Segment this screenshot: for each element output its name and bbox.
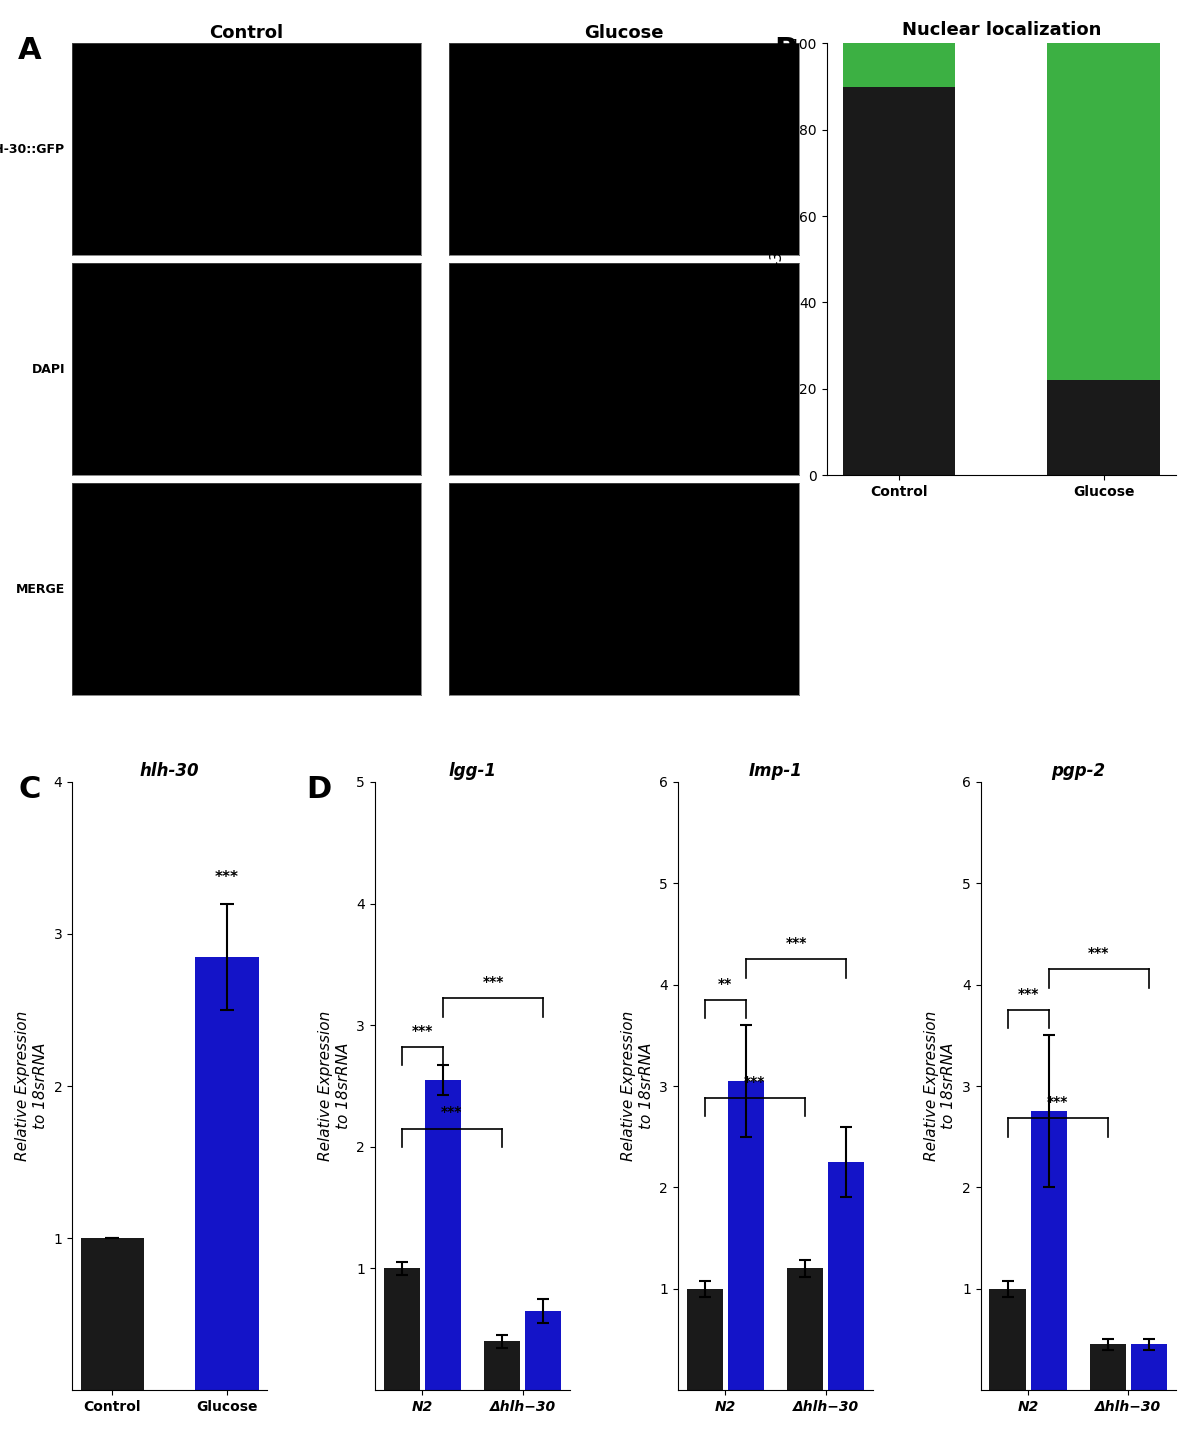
Bar bbox=[828, 1161, 864, 1390]
Text: **: ** bbox=[719, 977, 732, 990]
Text: ***: *** bbox=[412, 1024, 433, 1038]
Title: Imp-1: Imp-1 bbox=[749, 762, 803, 780]
Bar bbox=[1048, 379, 1160, 475]
Text: ***: *** bbox=[1088, 947, 1110, 960]
Text: D: D bbox=[306, 775, 331, 804]
Title: pgp-2: pgp-2 bbox=[1051, 762, 1105, 780]
Title: Glucose: Glucose bbox=[584, 23, 664, 42]
Bar bbox=[787, 1268, 823, 1390]
Bar bbox=[728, 1080, 764, 1390]
Text: ***: *** bbox=[1046, 1095, 1068, 1109]
Bar bbox=[842, 87, 955, 475]
Title: Nuclear localization: Nuclear localization bbox=[901, 22, 1102, 39]
Bar bbox=[1090, 1344, 1126, 1390]
Bar bbox=[425, 1080, 461, 1390]
Bar bbox=[80, 1238, 144, 1390]
Y-axis label: Relative Expression
to 18srRNA: Relative Expression to 18srRNA bbox=[622, 1011, 654, 1161]
Text: A: A bbox=[18, 36, 42, 65]
Y-axis label: MERGE: MERGE bbox=[16, 582, 65, 595]
Title: hlh-30: hlh-30 bbox=[140, 762, 199, 780]
Y-axis label: Relative Expression
to 18srRNA: Relative Expression to 18srRNA bbox=[16, 1011, 48, 1161]
Text: ***: *** bbox=[215, 870, 239, 885]
Bar bbox=[196, 957, 258, 1390]
Text: ***: *** bbox=[744, 1074, 766, 1089]
Bar bbox=[384, 1268, 420, 1390]
Text: ***: *** bbox=[442, 1105, 462, 1119]
Y-axis label: HLH-30::GFP: HLH-30::GFP bbox=[0, 143, 65, 156]
Bar bbox=[990, 1289, 1026, 1390]
Text: C: C bbox=[18, 775, 41, 804]
Bar bbox=[1130, 1344, 1168, 1390]
Title: lgg-1: lgg-1 bbox=[449, 762, 497, 780]
Bar bbox=[484, 1341, 520, 1390]
Bar bbox=[686, 1289, 722, 1390]
Y-axis label: Relative Expression
to 18srRNA: Relative Expression to 18srRNA bbox=[924, 1011, 956, 1161]
Bar bbox=[1048, 43, 1160, 379]
Bar bbox=[1031, 1112, 1067, 1390]
Text: ***: *** bbox=[1018, 988, 1039, 1001]
Bar bbox=[526, 1310, 562, 1390]
Y-axis label: % HLH-30::GFP: % HLH-30::GFP bbox=[770, 201, 785, 317]
Text: ***: *** bbox=[482, 976, 504, 989]
Y-axis label: DAPI: DAPI bbox=[31, 363, 65, 375]
Text: B: B bbox=[774, 36, 797, 65]
Y-axis label: Relative Expression
to 18srRNA: Relative Expression to 18srRNA bbox=[318, 1011, 350, 1161]
Title: Control: Control bbox=[210, 23, 283, 42]
Text: ***: *** bbox=[786, 937, 806, 950]
Bar bbox=[842, 43, 955, 87]
